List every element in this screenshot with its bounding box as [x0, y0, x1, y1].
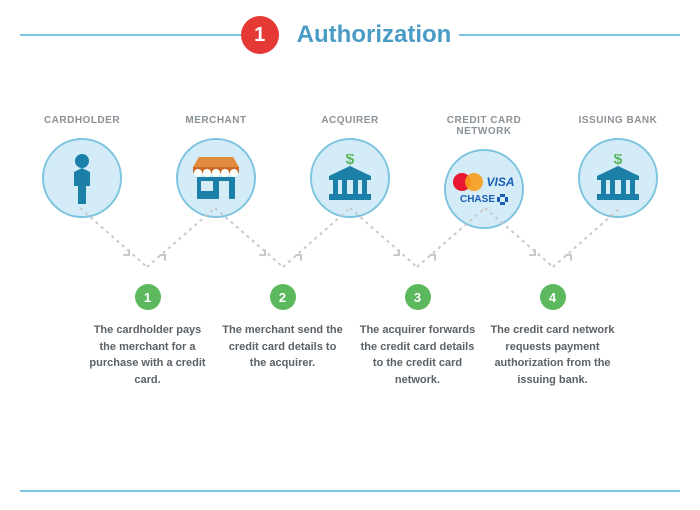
- entity-bank: ISSUING BANK $: [553, 115, 683, 229]
- entity-label: ACQUIRER: [321, 115, 378, 126]
- entity-store: MERCHANT: [151, 115, 281, 229]
- card-network-logos: VISA CHASE: [446, 173, 522, 205]
- entity-label: ISSUING BANK: [579, 115, 658, 126]
- header-line-left: [20, 34, 245, 36]
- header: 1 Authorization: [0, 10, 700, 60]
- entity-networks: CREDIT CARD NETWORK VISA CHASE: [419, 115, 549, 229]
- entity-label: CARDHOLDER: [44, 115, 120, 126]
- step-description: The merchant send the credit card detail…: [215, 322, 350, 372]
- person-icon: [42, 138, 122, 218]
- header-title: Authorization: [289, 21, 460, 49]
- entity-label: CREDIT CARD NETWORK: [419, 115, 549, 137]
- svg-text:$: $: [614, 154, 623, 168]
- step-3: 3 The acquirer forwards the credit card d…: [350, 284, 485, 388]
- entities-row: CARDHOLDER MERCHANT ACQUIRER $ CREDIT CARD N…: [0, 115, 700, 229]
- step-description: The credit card network requests payment…: [485, 322, 620, 388]
- bank-icon: $: [310, 138, 390, 218]
- step-1: 1 The cardholder pays the merchant for a …: [80, 284, 215, 388]
- networks-icon: VISA CHASE: [444, 149, 524, 229]
- step-badge: 1: [135, 284, 161, 310]
- svg-text:$: $: [346, 154, 355, 168]
- bottom-divider: [20, 490, 680, 492]
- visa-icon: VISA: [486, 175, 514, 189]
- steps-row: 1 The cardholder pays the merchant for a …: [0, 284, 700, 388]
- chase-icon: CHASE: [460, 194, 508, 205]
- entity-label: MERCHANT: [185, 115, 246, 126]
- header-step-badge: 1: [241, 16, 279, 54]
- step-badge: 3: [405, 284, 431, 310]
- step-4: 4 The credit card network requests paymen…: [485, 284, 620, 388]
- bank-icon: $: [578, 138, 658, 218]
- store-icon: [176, 138, 256, 218]
- step-badge: 2: [270, 284, 296, 310]
- entity-person: CARDHOLDER: [17, 115, 147, 229]
- step-badge: 4: [540, 284, 566, 310]
- step-description: The acquirer forwards the credit card de…: [350, 322, 485, 388]
- entity-bank: ACQUIRER $: [285, 115, 415, 229]
- header-line-right: [455, 34, 680, 36]
- mastercard-icon: [453, 173, 483, 191]
- step-2: 2 The merchant send the credit card detai…: [215, 284, 350, 388]
- step-description: The cardholder pays the merchant for a p…: [80, 322, 215, 388]
